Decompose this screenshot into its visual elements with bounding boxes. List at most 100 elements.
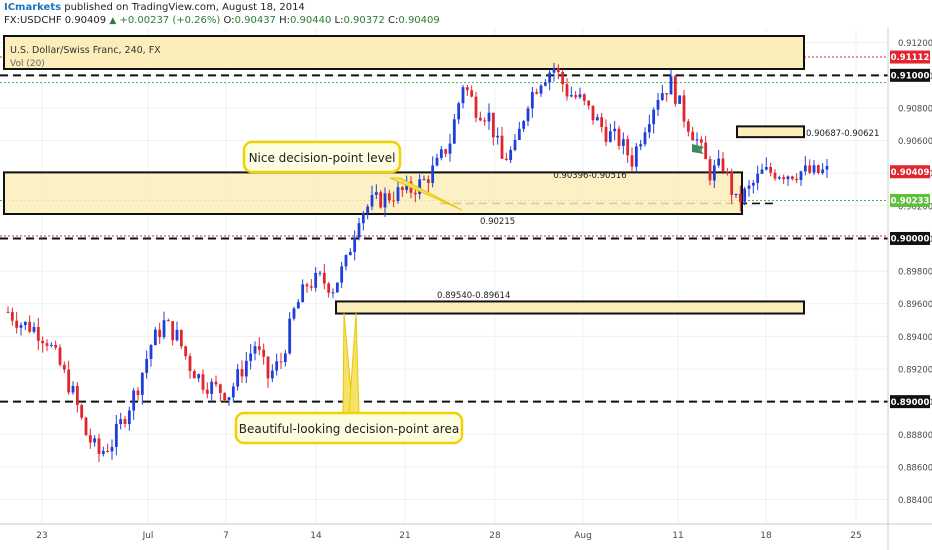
y-tick-label: 0.89400 xyxy=(898,333,932,343)
candle-body xyxy=(630,155,634,167)
y-tick-label: 0.89800 xyxy=(898,268,932,278)
candle-body xyxy=(305,284,309,287)
candle-body xyxy=(145,358,149,373)
candle-body xyxy=(487,112,491,122)
candle-body xyxy=(808,165,812,173)
candle-body xyxy=(49,344,53,346)
candle-body xyxy=(734,193,738,195)
candle-body xyxy=(106,450,110,452)
candle-body xyxy=(708,159,712,181)
publisher-name[interactable]: ICmarkets xyxy=(4,2,62,13)
supply-zone xyxy=(736,125,805,139)
candle-body xyxy=(257,346,261,350)
candle-body xyxy=(387,193,391,201)
candle-body xyxy=(370,195,374,207)
y-tick-label: 0.88400 xyxy=(898,496,932,506)
candle-body xyxy=(764,167,768,170)
candle-body xyxy=(32,327,36,332)
candle-body xyxy=(149,345,153,359)
candle-body xyxy=(595,117,599,121)
decision-zone xyxy=(3,171,743,215)
candle-body xyxy=(539,85,543,94)
candle-body xyxy=(686,121,690,132)
candle-body xyxy=(647,124,651,133)
candle-body xyxy=(530,92,534,109)
price-label-text: 0.90000 xyxy=(891,235,930,245)
candle-body xyxy=(210,381,214,394)
candle-body xyxy=(682,95,686,122)
candle-body xyxy=(23,321,27,326)
candle-body xyxy=(335,282,339,293)
x-tick-label: 25 xyxy=(850,531,861,541)
candle-body xyxy=(270,370,274,379)
price-label-box xyxy=(890,165,930,179)
ohlc-line: FX:USDCHF 0.90409 ▲ +0.00237 (+0.26%) O:… xyxy=(4,14,440,28)
candle-body xyxy=(426,179,430,183)
chart-header: ICmarkets published on TradingView.com, … xyxy=(0,0,932,28)
candle-body xyxy=(58,347,62,365)
open-value: 0.90437 xyxy=(234,15,276,26)
candle-body xyxy=(84,417,88,436)
candle-body xyxy=(816,165,820,174)
candle-body xyxy=(422,179,426,181)
candle-body xyxy=(634,146,638,167)
candle-body xyxy=(587,100,591,106)
candle-body xyxy=(448,143,452,154)
candle-body xyxy=(75,385,79,406)
candle-body xyxy=(803,165,807,172)
candle-body xyxy=(71,385,75,393)
candle-body xyxy=(331,292,335,294)
price-chart[interactable]: Nice decision-point level Beautiful-looki… xyxy=(0,28,932,550)
annotations: Nice decision-point level Beautiful-looki… xyxy=(10,45,879,445)
price-label-text: 0.90233 xyxy=(891,197,930,207)
candle-body xyxy=(201,374,205,390)
candle-body xyxy=(231,386,235,398)
candle-body xyxy=(344,255,348,267)
candle-body xyxy=(262,349,266,357)
candle-body xyxy=(769,167,773,173)
candle-body xyxy=(526,108,530,122)
candle-body xyxy=(322,272,326,284)
x-tick-label: 7 xyxy=(223,531,229,541)
candle-body xyxy=(613,128,617,132)
grid xyxy=(0,28,888,524)
publish-line: ICmarkets published on TradingView.com, … xyxy=(4,1,305,14)
high-label: H: xyxy=(279,15,290,26)
candle-body xyxy=(548,72,552,83)
candle-body xyxy=(348,252,352,256)
candle-body xyxy=(777,177,781,179)
candle-body xyxy=(786,176,790,180)
candle-body xyxy=(600,117,604,128)
candle-body xyxy=(604,127,608,142)
zone-annotation: 0.90215 xyxy=(480,217,515,227)
candle-body xyxy=(673,76,677,104)
candle-body xyxy=(153,329,157,346)
candle-body xyxy=(275,361,279,371)
candle-body xyxy=(192,371,196,379)
candle-body xyxy=(439,149,443,158)
candle-body xyxy=(483,120,487,122)
candle-body xyxy=(110,446,114,452)
candle-body xyxy=(500,135,504,159)
candle-body xyxy=(97,438,101,454)
price-label-text: 0.91000 xyxy=(891,72,930,82)
symbol-label: FX:USDCHF xyxy=(4,15,62,26)
x-tick-label: Aug xyxy=(574,531,592,541)
candle-body xyxy=(10,312,14,321)
candle-body xyxy=(353,237,357,253)
candle-body xyxy=(244,360,248,377)
candle-body xyxy=(318,272,322,274)
y-tick-label: 0.90200 xyxy=(898,202,932,212)
candle-body xyxy=(431,165,435,183)
candle-body xyxy=(461,87,465,104)
volume-label: Vol (20) xyxy=(10,59,45,69)
price-label-text: 0.89000 xyxy=(891,398,930,408)
candle-body xyxy=(760,169,764,174)
candle-body xyxy=(652,109,656,125)
candle-body xyxy=(578,94,582,98)
candle-body xyxy=(543,82,547,86)
candle-body xyxy=(179,329,183,347)
x-tick-label: 18 xyxy=(760,531,772,541)
chart-title: U.S. Dollar/Swiss Franc, 240, FX xyxy=(10,45,161,56)
candle-body xyxy=(504,158,508,161)
